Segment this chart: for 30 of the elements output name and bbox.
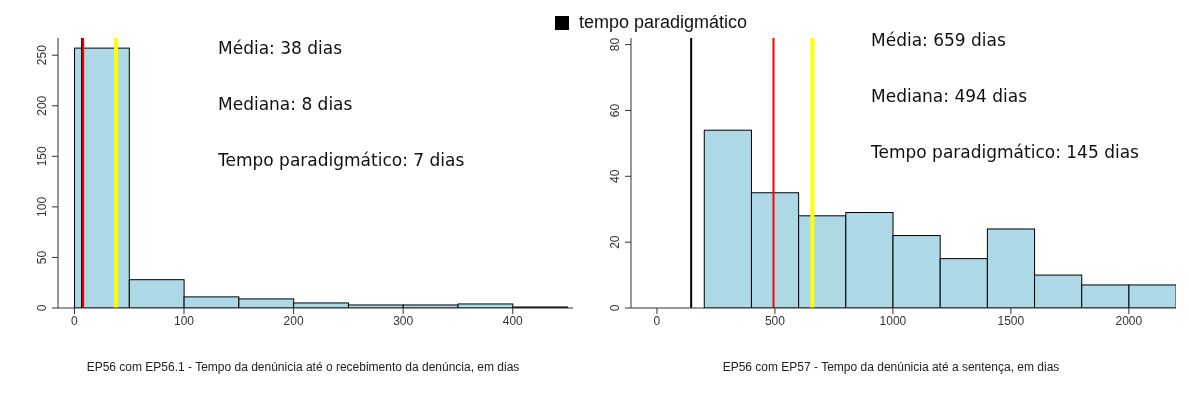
x-tick-label: 2000 <box>1115 313 1143 328</box>
x-tick-label: 200 <box>283 313 304 328</box>
legend-label: tempo paradigmático <box>579 12 748 33</box>
y-tick-label: 50 <box>35 250 49 265</box>
y-tick-label: 0 <box>35 304 49 312</box>
y-tick-label: 40 <box>608 169 622 183</box>
annotation: Tempo paradigmático: 7 dias <box>218 150 465 170</box>
y-tick-label: 250 <box>35 44 49 66</box>
y-tick-label: 80 <box>608 37 622 52</box>
y-tick-label: 100 <box>35 196 49 217</box>
annotation: Média: 38 dias <box>218 38 343 58</box>
x-tick-label: 0 <box>71 313 79 328</box>
y-tick-label: 150 <box>35 145 49 167</box>
x-tick-label: 100 <box>174 313 195 328</box>
x-tick-label: 300 <box>393 313 414 328</box>
x-tick-label: 1000 <box>879 313 907 328</box>
x-tick-label: 1500 <box>997 313 1025 328</box>
x-tick-label: 0 <box>653 313 661 328</box>
y-tick-label: 200 <box>35 95 49 116</box>
annotation: Mediana: 494 dias <box>871 86 1028 106</box>
y-tick-label: 0 <box>608 304 622 312</box>
x-tick-label: 500 <box>764 313 786 328</box>
annotation: Mediana: 8 dias <box>218 94 353 114</box>
y-tick-label: 60 <box>608 103 622 118</box>
x-tick-label: 400 <box>502 313 524 328</box>
annotation: Média: 659 dias <box>871 30 1006 50</box>
y-tick-label: 20 <box>608 235 622 249</box>
x-axis-title: EP56 com EP57 - Tempo da denúnicia até a sentença, em dias <box>721 360 1061 374</box>
annotation: Tempo paradigmático: 145 dias <box>871 142 1139 162</box>
x-axis-title: EP56 com EP56.1 - Tempo da denúnicia até o recebimento da denúncia, em dias <box>85 360 521 374</box>
